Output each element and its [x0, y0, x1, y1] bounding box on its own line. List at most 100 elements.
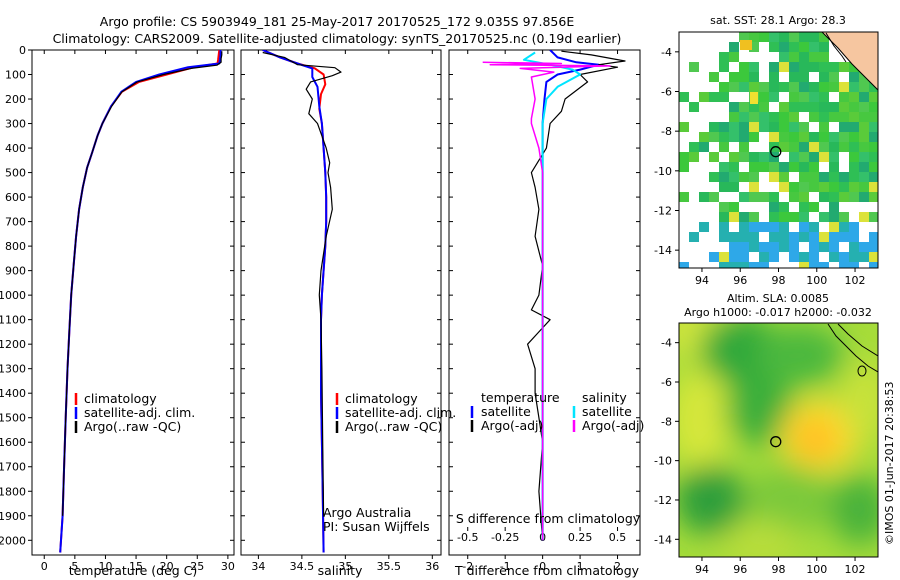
- sst-cell: [679, 152, 689, 162]
- series-line: [59, 50, 222, 553]
- lat-tick-label: -8: [661, 415, 672, 428]
- sst-cell: [729, 162, 739, 172]
- series-line: [262, 50, 328, 553]
- sst-cell: [759, 152, 769, 162]
- lon-tick-label: 96: [733, 274, 747, 287]
- x-tick-label: 5: [71, 560, 78, 573]
- sst-cell: [809, 242, 819, 252]
- sst-cell: [689, 232, 699, 242]
- sst-cell: [729, 52, 739, 62]
- sst-cell: [859, 132, 869, 142]
- sst-cell: [739, 212, 749, 222]
- sst-cell: [769, 132, 779, 142]
- sst-cell: [789, 122, 799, 132]
- sst-cell: [849, 92, 859, 102]
- sst-cell: [749, 102, 759, 112]
- sst-cell: [799, 182, 809, 192]
- sst-cell: [829, 232, 839, 242]
- sst-cell: [819, 112, 829, 122]
- sst-cell: [789, 252, 799, 262]
- annotation-pi: PI: Susan Wijffels: [323, 519, 430, 534]
- annotation-argo-australia: Argo Australia: [323, 505, 411, 520]
- difference-panel: [448, 49, 641, 556]
- legend-satellite: satellite-adj. clim.: [84, 405, 195, 420]
- sst-cell: [789, 192, 799, 202]
- sst-cell: [729, 242, 739, 252]
- sst-cell: [729, 82, 739, 92]
- sst-cell: [839, 142, 849, 152]
- sst-cell: [789, 82, 799, 92]
- sst-cell: [789, 72, 799, 82]
- sst-map-title: sat. SST: 28.1 Argo: 28.3: [710, 14, 846, 27]
- sst-cell: [739, 262, 749, 268]
- sst-cell: [709, 92, 719, 102]
- sst-cell: [819, 82, 829, 92]
- depth-axis: 0 100 200 300 400 500 600 700 800 900 1000 1100 1200…: [0, 44, 640, 547]
- sst-cell: [699, 132, 709, 142]
- sst-cell: [749, 232, 759, 242]
- depth-tick-label: 100: [5, 69, 26, 82]
- sst-cell: [729, 182, 739, 192]
- sst-cell: [869, 192, 878, 202]
- sst-cell: [859, 112, 869, 122]
- sla-blob: [720, 520, 800, 557]
- sst-cell: [689, 152, 699, 162]
- sst-cell: [749, 262, 759, 268]
- sst-cell: [749, 132, 759, 142]
- title-line-2: Climatology: CARS2009. Satellite-adjuste…: [53, 31, 622, 46]
- depth-tick-label: 1800: [0, 485, 26, 498]
- sst-cell: [719, 92, 729, 102]
- sst-cell: [809, 42, 819, 52]
- sst-cell: [809, 182, 819, 192]
- sst-cell: [819, 212, 829, 222]
- sst-cell: [679, 192, 689, 202]
- sst-cell: [839, 102, 849, 112]
- sst-cell: [759, 32, 769, 42]
- sst-cell: [859, 142, 869, 152]
- sst-cell: [849, 182, 859, 192]
- lat-tick-label: -12: [654, 204, 672, 217]
- legend-argo: Argo(..raw -QC): [84, 419, 181, 434]
- sst-cell: [799, 232, 809, 242]
- sst-cell: [869, 172, 878, 182]
- s-tick-label: 0.25: [568, 531, 593, 544]
- sst-cell: [839, 232, 849, 242]
- depth-tick-label: 500: [5, 167, 26, 180]
- sst-cell: [809, 172, 819, 182]
- sst-cell: [869, 182, 878, 192]
- depth-tick-label: 800: [5, 240, 26, 253]
- sst-cell: [759, 122, 769, 132]
- series-line: [541, 50, 600, 541]
- sst-cell: [819, 242, 829, 252]
- sst-cell: [789, 42, 799, 52]
- sst-cell: [749, 182, 759, 192]
- sst-cell: [789, 52, 799, 62]
- sst-cell: [809, 202, 819, 212]
- sst-cell: [839, 62, 849, 72]
- sst-cell: [719, 162, 729, 172]
- sst-cell: [789, 32, 799, 42]
- sla-blob: [745, 465, 835, 535]
- sst-cell: [789, 212, 799, 222]
- lat-tick-label: -6: [661, 85, 672, 98]
- sst-cell: [729, 72, 739, 82]
- sst-cell: [819, 92, 829, 102]
- sst-cell: [709, 122, 719, 132]
- sst-cell: [679, 92, 689, 102]
- sst-cell: [869, 152, 878, 162]
- sst-cell: [679, 262, 689, 268]
- sst-cell: [719, 52, 729, 62]
- sst-cell: [869, 102, 878, 112]
- sst-cell: [829, 202, 839, 212]
- sla-blob: [755, 325, 845, 385]
- sst-cell: [719, 232, 729, 242]
- sst-cell: [809, 102, 819, 112]
- sst-cell: [859, 242, 869, 252]
- sst-cell: [839, 122, 849, 132]
- sst-cell: [729, 262, 739, 268]
- temperature-legend: climatology satellite-adj. clim. Argo(..…: [74, 391, 195, 434]
- sst-cell: [789, 152, 799, 162]
- salinity-legend: climatology satellite-adj. clim. Argo(..…: [335, 391, 456, 434]
- legend-salinity-heading: salinity: [582, 390, 627, 405]
- sst-cell: [689, 102, 699, 112]
